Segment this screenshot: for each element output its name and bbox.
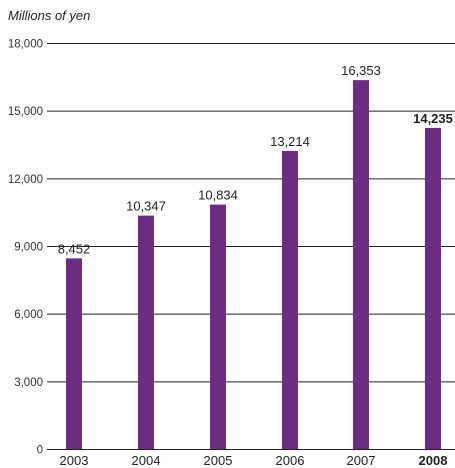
x-tick-label-2004: 2004 xyxy=(132,453,161,468)
bar-2005 xyxy=(210,204,226,449)
value-label-2006: 13,214 xyxy=(270,134,310,149)
x-tick-label-2007: 2007 xyxy=(347,453,376,468)
x-tick-label-2008: 2008 xyxy=(419,453,448,468)
x-tick-label-2005: 2005 xyxy=(204,453,233,468)
value-label-2004: 10,347 xyxy=(126,199,166,214)
bar-2007 xyxy=(353,80,369,450)
value-label-2003: 8,452 xyxy=(58,241,91,256)
bar-2003 xyxy=(66,258,82,449)
y-tick-label: 12,000 xyxy=(8,174,43,186)
bar-2004 xyxy=(138,215,154,449)
y-tick-label: 3,000 xyxy=(14,377,43,389)
bar-2006 xyxy=(282,150,298,450)
y-tick-label: 6,000 xyxy=(14,309,43,321)
value-label-2007: 16,353 xyxy=(341,63,381,78)
value-label-2005: 10,834 xyxy=(198,188,238,203)
bar-2008 xyxy=(425,127,441,450)
y-tick-label: 9,000 xyxy=(14,242,43,254)
value-label-2008: 14,235 xyxy=(413,111,453,126)
y-tick-label: 0 xyxy=(37,445,43,457)
x-tick-label-2003: 2003 xyxy=(60,453,89,468)
y-axis-unit-label: Millions of yen xyxy=(8,8,91,23)
y-tick-label: 15,000 xyxy=(8,106,43,118)
x-tick-label-2006: 2006 xyxy=(276,453,305,468)
y-tick-label: 18,000 xyxy=(8,39,43,51)
